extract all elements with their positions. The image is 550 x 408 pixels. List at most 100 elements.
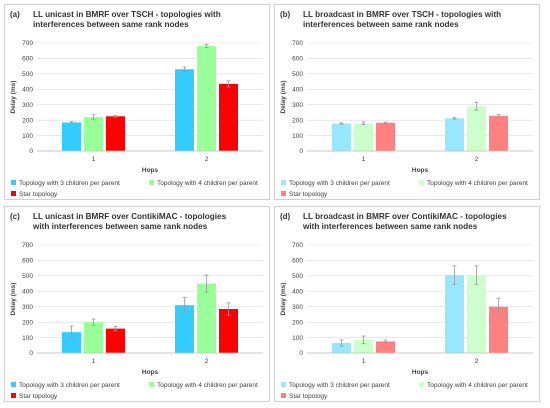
x-axis-label: Hops [142,167,159,174]
y-tick-label: 0 [29,148,33,155]
legend-label: Topology with 3 children per parent [289,382,390,389]
x-tick-label: 1 [92,358,96,365]
chart-panel-d: (d) LL broadcast in BMRF over ContikiMAC … [274,206,540,402]
y-tick-label: 200 [22,319,33,326]
bar [197,283,216,353]
chart-title-line: LL unicast in BMRF over TSCH - topologie… [33,10,221,19]
legend-label: Topology with 4 children per parent [427,180,528,187]
bar [332,123,351,151]
bar [219,83,238,151]
y-tick-label: 500 [292,273,303,280]
bar [354,339,373,353]
bar [62,122,81,151]
y-tick-label: 700 [292,40,303,47]
legend-swatch [11,180,16,185]
x-tick-label: 2 [475,358,479,365]
legend-swatch [149,180,154,185]
y-tick-label: 500 [22,273,33,280]
y-tick-label: 400 [22,288,33,295]
y-tick-label: 600 [22,56,33,63]
legend-swatch [419,382,424,387]
y-axis-label: Delay (ms) [10,283,17,316]
y-tick-label: 400 [292,86,303,93]
chart-panel-c: (c) LL unicast in BMRF over ContikiMAC - … [4,206,270,402]
x-axis-label: Hops [412,369,429,376]
bar [332,342,351,353]
panel-letter: (a) [10,10,20,19]
y-axis-label: Delay (ms) [280,81,287,114]
y-tick-label: 200 [292,117,303,124]
x-tick-label: 2 [475,156,479,163]
chart-panel-b: (b) LL broadcast in BMRF over TSCH - topo… [274,4,540,200]
y-tick-label: 200 [292,319,303,326]
y-tick-label: 100 [22,335,33,342]
bar [106,328,125,353]
legend-swatch [281,382,286,387]
chart-b: (b) LL broadcast in BMRF over TSCH - topo… [280,10,533,198]
chart-title-line: with interferences between same rank nod… [302,222,478,231]
panel-letter: (c) [10,212,20,221]
y-tick-label: 100 [292,335,303,342]
bar [354,123,373,151]
x-tick-label: 1 [92,156,96,163]
bar [489,306,508,353]
y-tick-label: 600 [22,258,33,265]
y-tick-label: 600 [292,258,303,265]
legend-label: Topology with 3 children per parent [289,180,390,187]
y-axis-label: Delay (ms) [280,283,287,316]
legend-swatch [11,393,16,398]
bar [62,332,81,353]
bar [84,322,103,353]
legend-swatch [11,382,16,387]
panel-letter: (d) [280,212,291,221]
x-axis-label: Hops [142,369,159,376]
legend-label: Topology with 4 children per parent [427,382,528,389]
y-tick-label: 0 [299,350,303,357]
bar [467,106,486,151]
legend-swatch [11,191,16,196]
y-tick-label: 500 [292,71,303,78]
x-tick-label: 1 [362,358,366,365]
y-tick-label: 700 [22,242,33,249]
y-tick-label: 100 [22,133,33,140]
chart-title-line: LL unicast in BMRF over ContikiMAC - top… [33,212,227,221]
y-axis-label: Delay (ms) [10,81,17,114]
chart-c: (c) LL unicast in BMRF over ContikiMAC - … [10,212,263,400]
x-axis-label: Hops [412,167,429,174]
y-tick-label: 700 [292,242,303,249]
chart-panel-a: (a) LL unicast in BMRF over TSCH - topolo… [4,4,270,200]
legend-label: Topology with 3 children per parent [19,382,120,389]
legend-swatch [149,382,154,387]
bar [175,305,194,353]
chart-title-line: interferences between same rank nodes [303,20,459,29]
y-tick-label: 400 [22,86,33,93]
legend-label: Star topology [289,393,328,400]
bar [84,117,103,151]
bar [376,122,395,151]
chart-d: (d) LL broadcast in BMRF over ContikiMAC … [280,212,533,400]
y-tick-label: 0 [299,148,303,155]
legend-swatch [281,393,286,398]
y-tick-label: 300 [292,102,303,109]
y-tick-label: 200 [22,117,33,124]
x-tick-label: 1 [362,156,366,163]
chart-a: (a) LL unicast in BMRF over TSCH - topolo… [10,10,263,198]
y-tick-label: 300 [292,304,303,311]
chart-title-line: LL broadcast in BMRF over ContikiMAC - t… [303,212,507,221]
bar [489,115,508,151]
bar [467,275,486,353]
bar [219,309,238,353]
y-tick-label: 0 [29,350,33,357]
legend-swatch [281,180,286,185]
y-tick-label: 500 [22,71,33,78]
y-tick-label: 400 [292,288,303,295]
panel-letter: (b) [280,10,291,19]
bar [175,69,194,151]
legend-label: Topology with 4 children per parent [157,382,258,389]
x-tick-label: 2 [205,358,209,365]
legend-swatch [281,191,286,196]
bar [197,46,216,152]
y-tick-label: 300 [22,102,33,109]
bar [445,275,464,353]
